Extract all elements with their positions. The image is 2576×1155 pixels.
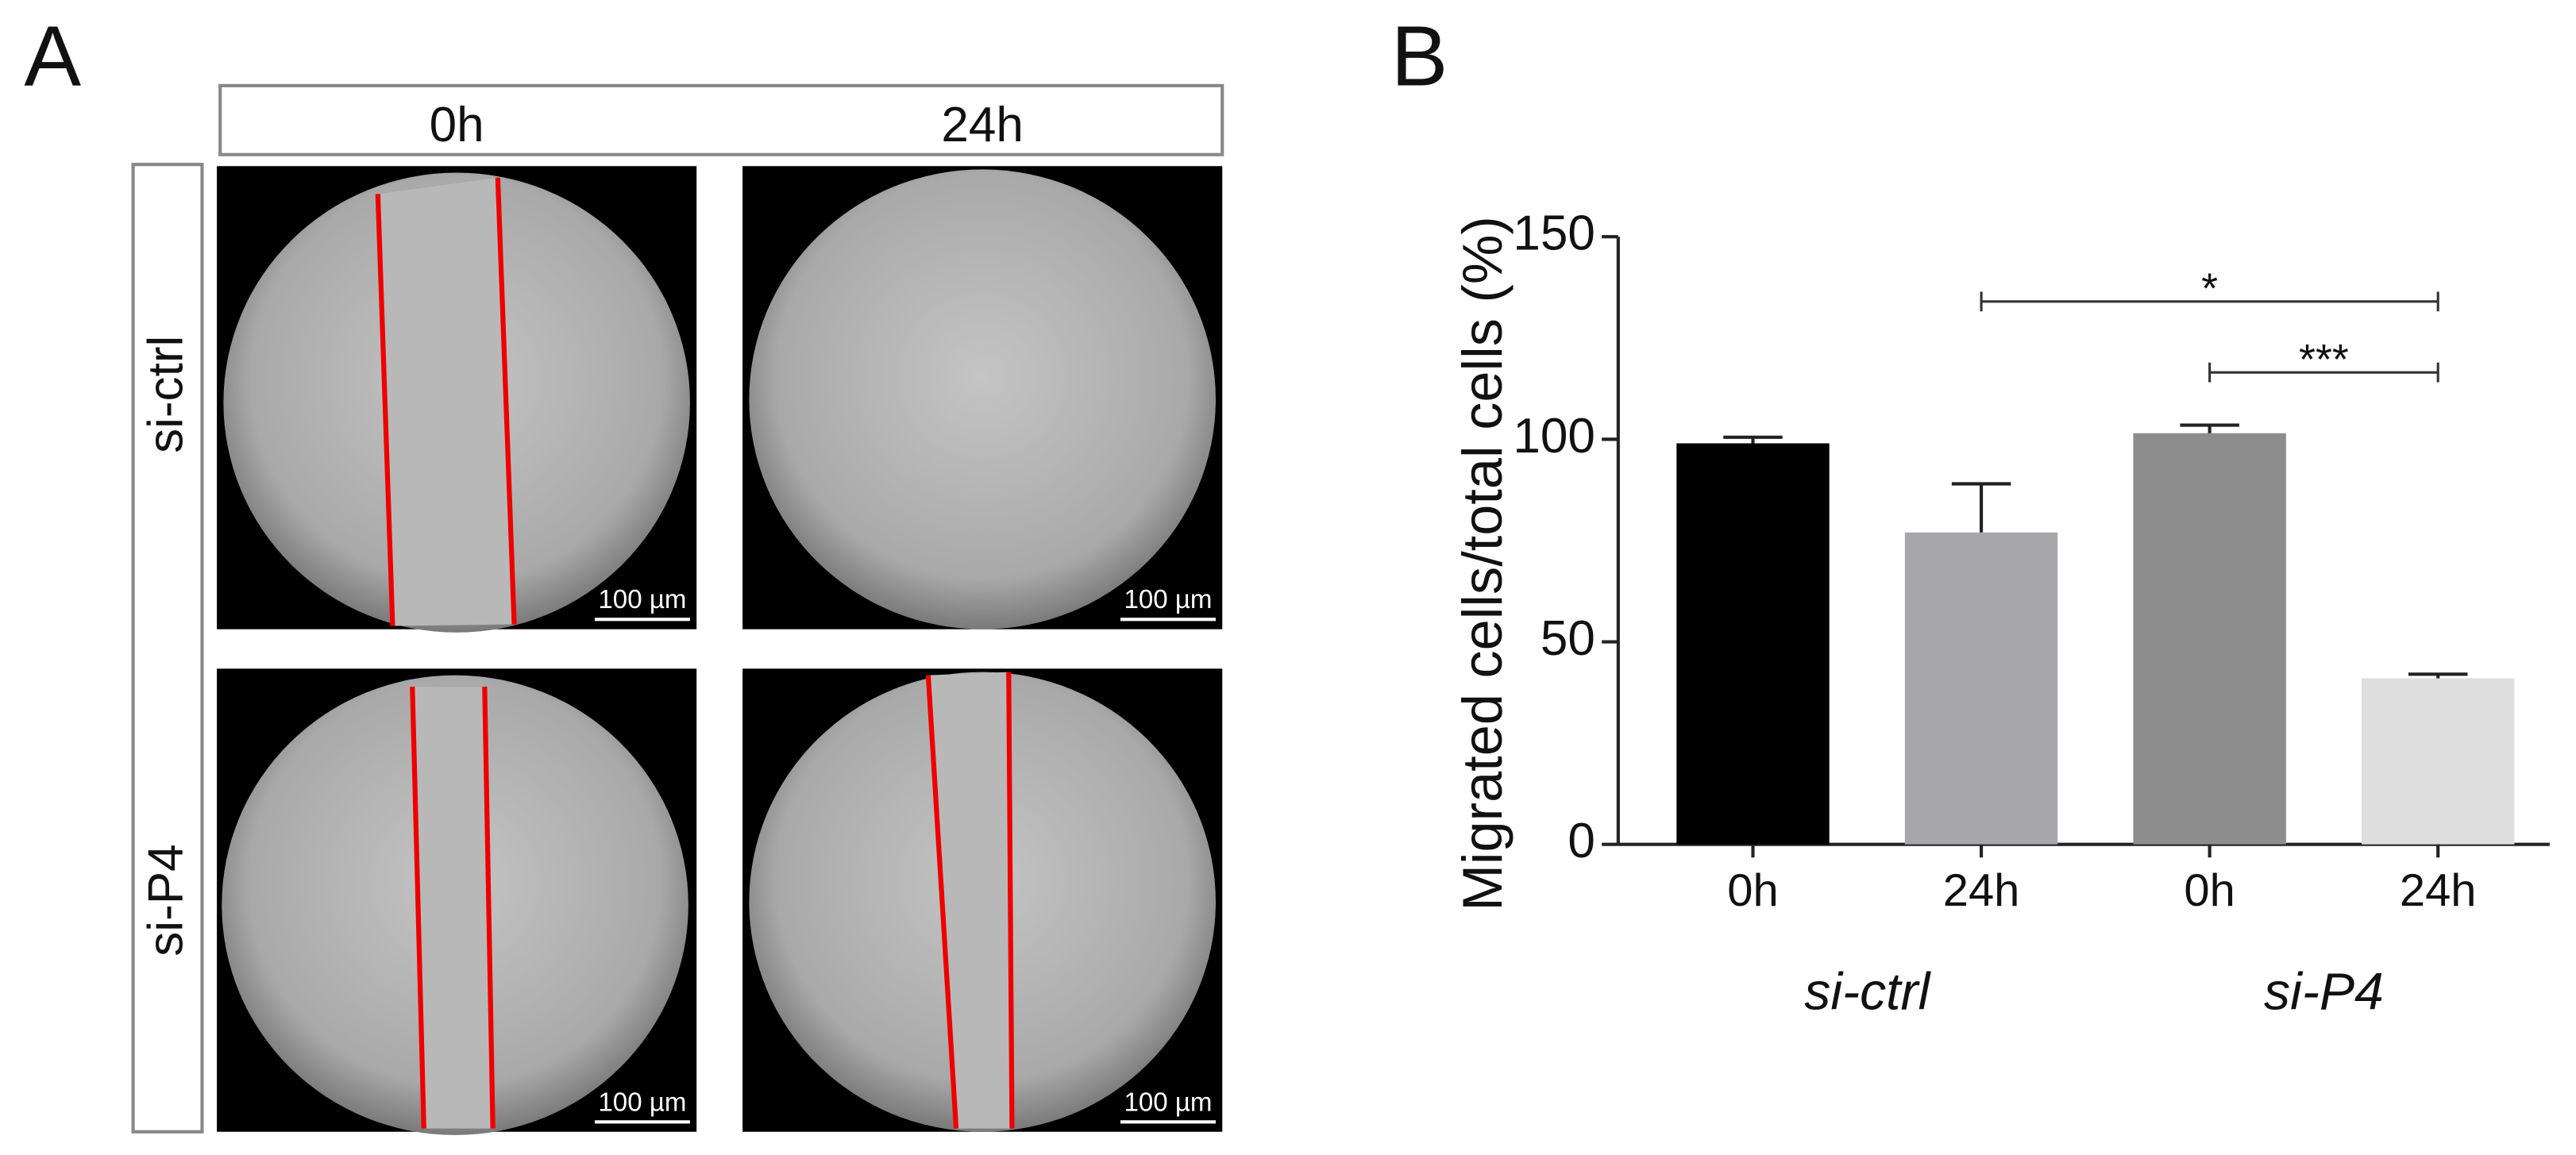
y-tick-label: 0 bbox=[1568, 814, 1595, 868]
bar bbox=[1676, 443, 1830, 845]
micrograph bbox=[742, 668, 1223, 1132]
bar bbox=[1904, 532, 2058, 845]
column-header-box bbox=[218, 83, 1224, 156]
column-label: 24h bbox=[941, 98, 1024, 152]
scale-bars bbox=[594, 618, 1216, 1124]
y-axis-label: Migrated cells/total cells (%) bbox=[1451, 216, 1514, 911]
y-tick-label: 50 bbox=[1541, 611, 1595, 666]
scale-bar-label: 100 µm bbox=[598, 585, 686, 614]
panel-label: A bbox=[24, 8, 81, 103]
row-header-box bbox=[131, 163, 204, 1134]
micrograph bbox=[742, 166, 1223, 629]
panel-label: B bbox=[1391, 8, 1448, 103]
row-label: si-ctrl bbox=[138, 336, 193, 453]
significance-label: * bbox=[2201, 265, 2218, 313]
y-tick-label: 100 bbox=[1513, 409, 1595, 464]
group-label: si-P4 bbox=[2264, 963, 2384, 1022]
micrograph bbox=[217, 166, 697, 633]
y-tick-label: 150 bbox=[1513, 206, 1595, 261]
row-label: si-P4 bbox=[138, 844, 193, 956]
group-label: si-ctrl bbox=[1804, 963, 1931, 1022]
x-tick-label: 0h bbox=[2184, 865, 2235, 916]
scale-bar-label: 100 µm bbox=[1124, 585, 1212, 614]
bar bbox=[2362, 678, 2515, 845]
scale-bar-label: 100 µm bbox=[1124, 1088, 1212, 1117]
bar bbox=[2133, 433, 2286, 845]
micrograph bbox=[217, 668, 697, 1135]
x-tick-label: 0h bbox=[1727, 865, 1778, 916]
x-tick-label: 24h bbox=[1943, 865, 2020, 916]
x-tick-label: 24h bbox=[2400, 865, 2477, 916]
significance-label: *** bbox=[2299, 336, 2349, 383]
scale-bar-label: 100 µm bbox=[598, 1088, 686, 1117]
column-label: 0h bbox=[430, 98, 484, 152]
